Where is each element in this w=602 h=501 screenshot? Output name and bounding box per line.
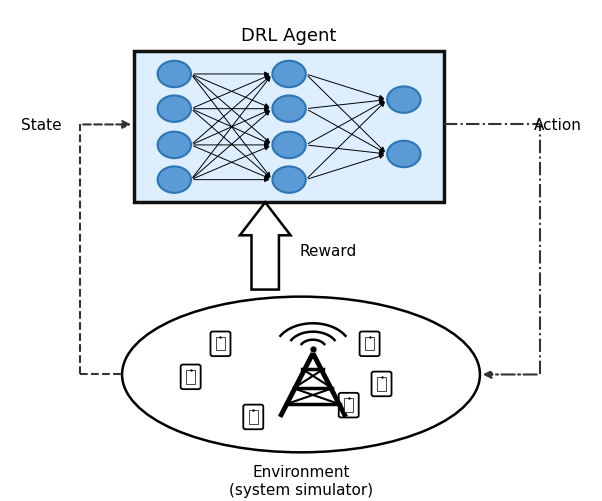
FancyBboxPatch shape <box>186 370 195 384</box>
Text: DRL Agent: DRL Agent <box>241 27 337 45</box>
FancyBboxPatch shape <box>365 337 374 351</box>
FancyBboxPatch shape <box>211 332 231 356</box>
FancyBboxPatch shape <box>134 52 444 203</box>
Circle shape <box>158 96 191 123</box>
Ellipse shape <box>122 297 480 452</box>
Circle shape <box>272 62 306 88</box>
Circle shape <box>272 132 306 159</box>
FancyBboxPatch shape <box>377 377 386 391</box>
Text: Environment
(system simulator): Environment (system simulator) <box>229 464 373 496</box>
FancyBboxPatch shape <box>344 398 353 412</box>
Circle shape <box>158 62 191 88</box>
Text: Action: Action <box>533 118 582 133</box>
FancyBboxPatch shape <box>181 365 200 389</box>
Text: State: State <box>20 118 61 133</box>
FancyBboxPatch shape <box>339 393 359 418</box>
Circle shape <box>158 132 191 159</box>
FancyBboxPatch shape <box>249 410 258 424</box>
Circle shape <box>272 96 306 123</box>
Circle shape <box>158 167 191 193</box>
FancyArrow shape <box>240 203 291 290</box>
Circle shape <box>272 167 306 193</box>
Circle shape <box>387 141 421 168</box>
Text: Reward: Reward <box>300 243 357 259</box>
FancyBboxPatch shape <box>216 337 225 351</box>
FancyBboxPatch shape <box>371 372 391 396</box>
FancyBboxPatch shape <box>243 405 263 429</box>
FancyBboxPatch shape <box>359 332 380 356</box>
Circle shape <box>387 87 421 114</box>
